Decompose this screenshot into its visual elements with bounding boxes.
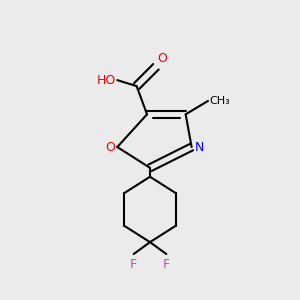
Text: O: O	[158, 52, 167, 65]
Text: CH₃: CH₃	[209, 96, 230, 106]
Text: HO: HO	[97, 74, 116, 87]
Text: F: F	[163, 259, 170, 272]
Text: N: N	[194, 140, 204, 154]
Text: F: F	[130, 259, 137, 272]
Text: O: O	[105, 140, 115, 154]
